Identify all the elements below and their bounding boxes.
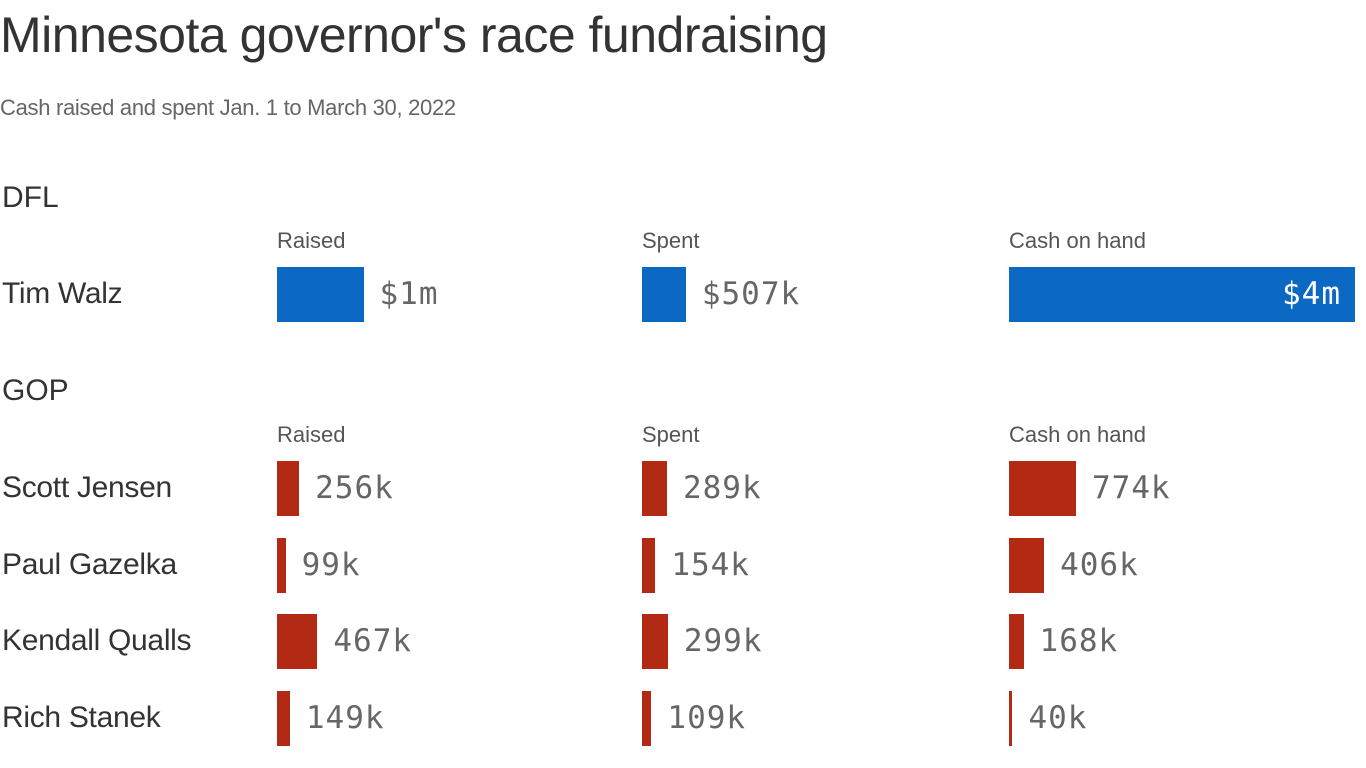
bar-label-tim-walz-raised: $1m xyxy=(379,276,439,312)
bar-label-rich-stanek-spent: 109k xyxy=(667,700,747,736)
candidate-name-scott-jensen: Scott Jensen xyxy=(2,471,172,504)
bar-label-kendall-qualls-raised: 467k xyxy=(333,623,413,659)
bar-label-rich-stanek-raised: 149k xyxy=(305,700,385,736)
bar-label-scott-jensen-spent: 289k xyxy=(682,470,762,506)
candidate-name-rich-stanek: Rich Stanek xyxy=(2,701,161,734)
section-label-dfl: DFL xyxy=(2,181,59,214)
column-header-cash-on-hand: Cash on hand xyxy=(1009,422,1146,447)
bar-rich-stanek-cash-on-hand xyxy=(1009,691,1013,746)
bar-rich-stanek-spent xyxy=(642,691,652,746)
bar-label-paul-gazelka-cash-on-hand: 406k xyxy=(1060,547,1139,583)
bar-paul-gazelka-cash-on-hand xyxy=(1009,538,1045,593)
bar-scott-jensen-spent xyxy=(642,461,667,516)
bar-scott-jensen-raised xyxy=(277,461,300,516)
bar-rich-stanek-raised xyxy=(277,691,290,746)
candidate-name-kendall-qualls: Kendall Qualls xyxy=(2,624,192,657)
candidate-name-paul-gazelka: Paul Gazelka xyxy=(2,548,177,581)
bar-label-paul-gazelka-raised: 99k xyxy=(301,547,361,583)
bar-paul-gazelka-spent xyxy=(642,538,656,593)
bar-label-tim-walz-spent: $507k xyxy=(701,276,801,312)
bar-paul-gazelka-raised xyxy=(277,538,286,593)
column-header-raised: Raised xyxy=(277,422,346,447)
bar-label-kendall-qualls-cash-on-hand: 168k xyxy=(1039,623,1119,659)
bar-scott-jensen-cash-on-hand xyxy=(1009,461,1076,516)
candidate-name-tim-walz: Tim Walz xyxy=(2,277,123,310)
bar-label-scott-jensen-cash-on-hand: 774k xyxy=(1091,470,1171,506)
section-label-gop: GOP xyxy=(2,374,69,407)
bar-tim-walz-raised xyxy=(277,267,364,322)
bar-kendall-qualls-raised xyxy=(277,614,318,669)
bar-tim-walz-cash-on-hand xyxy=(1009,267,1355,322)
bar-label-kendall-qualls-spent: 299k xyxy=(683,623,763,659)
column-header-spent: Spent xyxy=(642,228,700,253)
chart-subtitle: Cash raised and spent Jan. 1 to March 30… xyxy=(0,95,456,120)
column-header-cash-on-hand: Cash on hand xyxy=(1009,228,1146,253)
bar-label-tim-walz-cash-on-hand: $4m xyxy=(1282,276,1341,312)
bar-label-paul-gazelka-spent: 154k xyxy=(671,547,750,583)
bar-label-scott-jensen-raised: 256k xyxy=(315,470,394,506)
column-header-raised: Raised xyxy=(277,228,346,253)
bar-label-rich-stanek-cash-on-hand: 40k xyxy=(1028,700,1088,736)
chart-title: Minnesota governor's race fundraising xyxy=(0,7,828,63)
bar-kendall-qualls-cash-on-hand xyxy=(1009,614,1024,669)
bar-kendall-qualls-spent xyxy=(642,614,668,669)
column-header-spent: Spent xyxy=(642,422,700,447)
bar-tim-walz-spent xyxy=(642,267,686,322)
